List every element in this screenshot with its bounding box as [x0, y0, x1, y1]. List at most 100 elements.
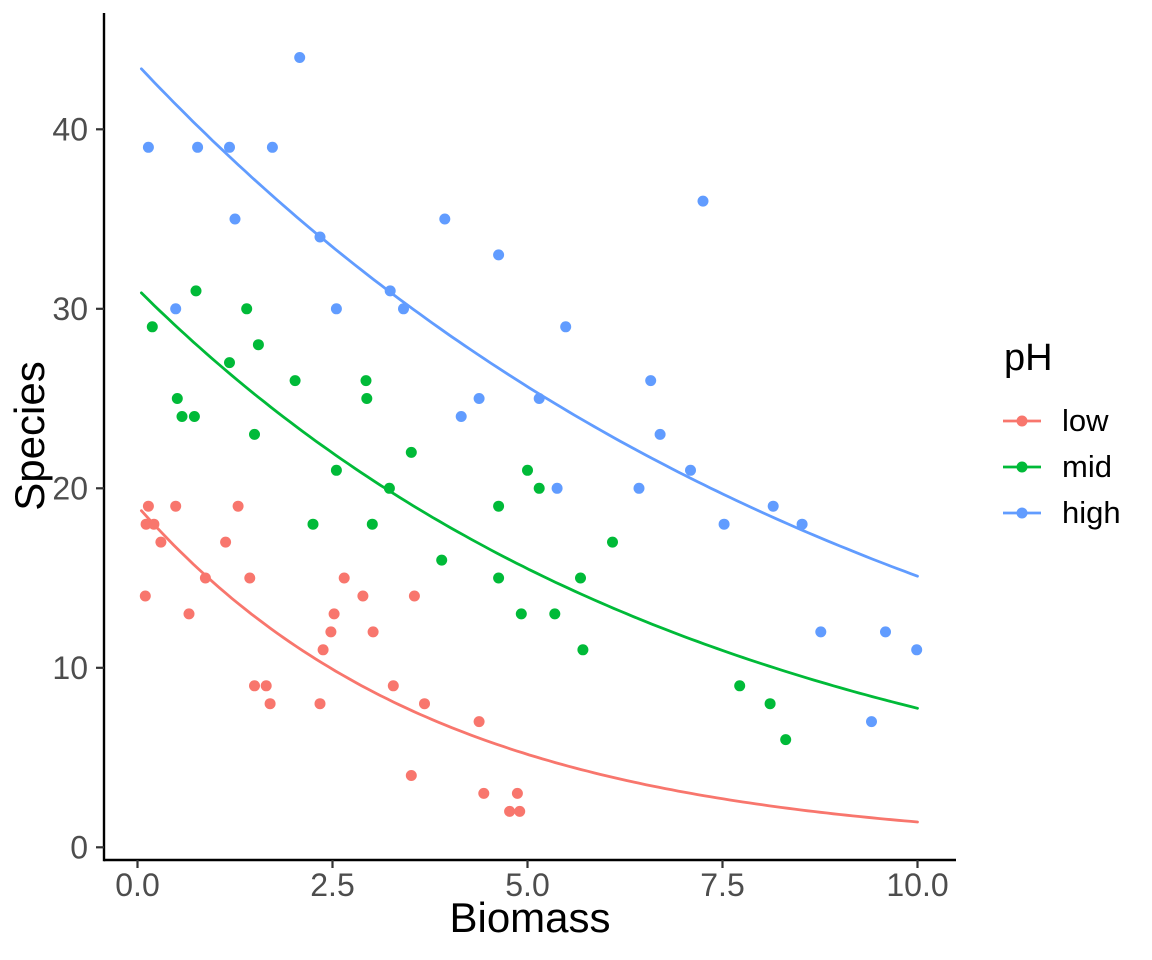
- data-point-high: [767, 500, 779, 512]
- legend: pH low mid high: [1002, 337, 1121, 536]
- legend-entry-mid: mid: [1002, 444, 1121, 490]
- y-tick-label: 0: [70, 829, 88, 865]
- data-point-low: [249, 680, 260, 692]
- y-axis-title: Species: [6, 361, 53, 510]
- data-point-mid: [515, 608, 527, 620]
- legend-label-high: high: [1062, 495, 1121, 531]
- legend-dot-icon: [1016, 461, 1028, 473]
- data-point-mid: [190, 285, 202, 297]
- data-point-mid: [224, 357, 235, 369]
- data-point-low: [260, 680, 272, 692]
- y-tick-label: 30: [52, 291, 88, 327]
- data-point-mid: [361, 393, 373, 404]
- data-point-mid: [734, 680, 746, 692]
- data-point-low: [139, 590, 151, 602]
- data-point-low: [325, 626, 337, 638]
- data-point-high: [142, 141, 154, 153]
- data-point-mid: [436, 554, 448, 566]
- legend-title: pH: [1004, 337, 1053, 379]
- data-point-mid: [249, 428, 260, 440]
- data-point-high: [398, 303, 409, 315]
- legend-entry-high: high: [1002, 490, 1121, 536]
- data-point-high: [815, 626, 827, 638]
- x-tick-label: 10.0: [886, 867, 948, 903]
- data-point-high: [330, 303, 342, 315]
- smooth-curve-high: [140, 67, 919, 578]
- data-point-low: [511, 787, 523, 799]
- data-point-low: [314, 698, 326, 710]
- data-point-high: [294, 52, 306, 63]
- data-point-low: [317, 644, 329, 656]
- data-point-mid: [289, 375, 301, 387]
- data-point-high: [633, 482, 645, 494]
- data-point-mid: [146, 321, 158, 333]
- data-point-high: [697, 195, 709, 207]
- legend-key-low: [1003, 415, 1041, 427]
- data-point-low: [408, 590, 420, 602]
- data-point-high: [645, 375, 657, 387]
- data-point-high: [170, 303, 182, 315]
- data-point-high: [796, 518, 808, 530]
- legend-dot-icon: [1016, 507, 1028, 519]
- data-point-low: [338, 572, 350, 584]
- data-point-high: [685, 464, 696, 476]
- data-point-high: [911, 644, 923, 656]
- data-point-low: [220, 536, 232, 548]
- data-point-low: [183, 608, 195, 620]
- data-point-mid: [405, 446, 417, 458]
- data-point-high: [224, 141, 235, 153]
- x-tick-label: 0.0: [115, 867, 159, 903]
- data-point-low: [244, 572, 256, 584]
- legend-label-mid: mid: [1062, 449, 1112, 485]
- data-point-mid: [252, 339, 264, 351]
- data-point-mid: [188, 411, 200, 422]
- data-point-high: [455, 411, 467, 422]
- data-point-mid: [575, 572, 586, 584]
- data-point-mid: [549, 608, 561, 620]
- data-point-low: [478, 787, 490, 799]
- smooth-curve-mid: [140, 291, 919, 710]
- data-point-high: [880, 626, 891, 638]
- data-point-low: [367, 626, 379, 638]
- data-point-low: [142, 500, 154, 512]
- data-point-low: [357, 590, 369, 602]
- data-point-low: [514, 805, 526, 817]
- data-point-high: [866, 716, 877, 728]
- x-axis-title: Biomass: [449, 894, 610, 941]
- data-point-high: [473, 393, 485, 404]
- data-point-low: [328, 608, 340, 620]
- legend-entry-low: low: [1002, 398, 1121, 444]
- data-point-mid: [764, 698, 776, 710]
- legend-label-low: low: [1062, 403, 1109, 439]
- data-point-low: [504, 805, 516, 817]
- data-point-mid: [493, 572, 505, 584]
- data-point-mid: [176, 411, 188, 422]
- data-point-high: [493, 249, 505, 261]
- data-point-low: [387, 680, 399, 692]
- data-point-low: [473, 716, 485, 728]
- data-point-low: [232, 500, 244, 512]
- y-tick-label: 40: [52, 111, 88, 147]
- data-point-mid: [241, 303, 253, 315]
- smooth-curves: [140, 67, 919, 824]
- data-point-mid: [360, 375, 372, 387]
- data-point-mid: [577, 644, 589, 656]
- legend-key-high: [1003, 507, 1041, 519]
- data-point-mid: [330, 464, 342, 476]
- data-point-high: [560, 321, 572, 333]
- data-point-low: [140, 518, 152, 530]
- data-point-mid: [493, 500, 505, 512]
- data-point-low: [199, 572, 211, 584]
- data-point-mid: [607, 536, 618, 548]
- data-point-mid: [307, 518, 319, 530]
- y-tick-label: 20: [52, 470, 88, 506]
- legend-key-mid: [1003, 461, 1041, 473]
- y-tick-label: 10: [52, 650, 88, 686]
- data-point-low: [264, 698, 276, 710]
- data-point-mid: [533, 482, 545, 494]
- legend-dot-icon: [1016, 415, 1028, 427]
- axes: 0 10 20 30 40 0.0 2.5 5.0 7.5 10.0: [52, 13, 956, 903]
- x-tick-label: 7.5: [700, 867, 744, 903]
